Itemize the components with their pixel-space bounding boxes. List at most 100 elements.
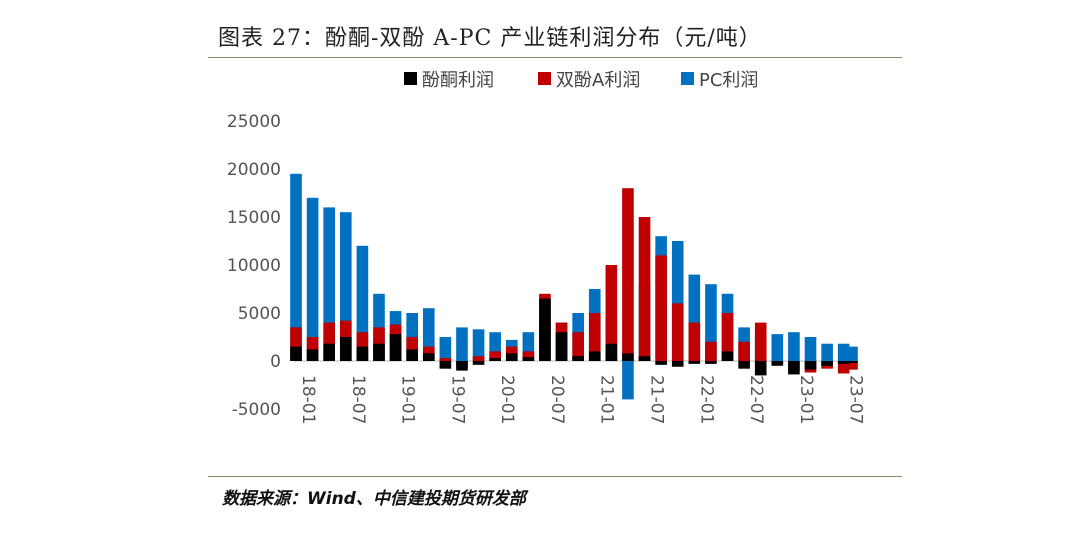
- bar: [572, 332, 584, 361]
- bar: [622, 353, 634, 361]
- x-tick-label: 19-07: [447, 375, 467, 424]
- bar: [821, 361, 833, 366]
- bar: [771, 334, 784, 361]
- source-note: 数据来源：Wind、中信建投期货研发部: [222, 489, 526, 509]
- bar: [638, 356, 651, 361]
- bar: [738, 341, 750, 361]
- y-tick-label: 25000: [227, 112, 281, 132]
- bars: [290, 173, 858, 400]
- bar: [489, 358, 501, 361]
- y-tick-label: 20000: [227, 160, 281, 180]
- bottom-divider: [208, 476, 902, 477]
- bar: [290, 173, 302, 361]
- bar: [522, 332, 535, 361]
- series-phenol-ketone: [290, 298, 858, 376]
- bar: [588, 313, 601, 361]
- bar: [804, 361, 817, 370]
- bar: [339, 212, 352, 361]
- bar: [539, 298, 551, 361]
- legend-swatch: [404, 72, 417, 85]
- bar: [339, 337, 352, 361]
- bar: [456, 327, 468, 361]
- bar: [356, 245, 369, 361]
- chart: 酚酮利润 双酚A利润 PC利润 25000 20000 15000 10000 5000 0 -…: [227, 70, 866, 424]
- bar: [439, 358, 452, 361]
- bar: [837, 361, 850, 374]
- bar: [489, 332, 501, 361]
- top-divider: [208, 57, 902, 58]
- bar: [771, 361, 784, 366]
- series-bpa: [290, 188, 858, 374]
- bar: [306, 349, 319, 361]
- legend-label: 酚酮利润: [422, 70, 494, 91]
- bar: [472, 329, 485, 361]
- bar: [505, 353, 518, 361]
- bar: [655, 255, 667, 361]
- bar: [306, 197, 319, 361]
- bar: [671, 303, 684, 361]
- bar: [721, 351, 734, 361]
- bar: [688, 322, 701, 361]
- bar: [671, 361, 684, 367]
- bar: [373, 343, 385, 361]
- bar: [638, 217, 651, 361]
- x-tick-label: 21-01: [597, 375, 617, 424]
- bar: [738, 361, 750, 369]
- x-tick-label: 19-01: [398, 375, 418, 424]
- bar: [439, 337, 452, 361]
- legend-swatch: [681, 72, 694, 85]
- bar: [605, 343, 618, 361]
- y-tick-label: 0: [270, 352, 281, 372]
- bar: [588, 351, 601, 361]
- bar: [846, 361, 858, 370]
- bar: [754, 361, 767, 376]
- y-tick-label: 15000: [227, 208, 281, 228]
- bar: [356, 346, 369, 361]
- bar: [323, 343, 336, 361]
- bar: [472, 356, 485, 361]
- bar: [788, 361, 800, 375]
- bar: [522, 357, 535, 361]
- bar: [306, 337, 319, 361]
- bar: [422, 308, 435, 361]
- bar: [837, 343, 850, 361]
- legend: 酚酮利润 双酚A利润 PC利润: [404, 70, 758, 91]
- bar: [788, 332, 800, 361]
- bar: [705, 361, 717, 364]
- bar: [439, 361, 452, 369]
- bar: [622, 361, 634, 400]
- bar: [605, 265, 618, 361]
- x-tick-label: 18-01: [298, 375, 318, 424]
- bar: [555, 332, 568, 361]
- bar: [688, 274, 701, 361]
- bar: [323, 207, 336, 361]
- bar: [705, 284, 717, 361]
- x-tick-label: 23-07: [846, 375, 866, 424]
- x-tick-label: 21-07: [647, 375, 667, 424]
- y-tick-label: -5000: [232, 400, 281, 420]
- bar: [406, 337, 418, 361]
- x-tick-label: 18-07: [348, 375, 368, 424]
- y-tick-label: 10000: [227, 256, 281, 276]
- x-tick-label: 20-07: [547, 375, 567, 424]
- bar: [655, 361, 667, 365]
- x-tick-label: 22-07: [746, 375, 766, 424]
- bar: [290, 327, 302, 361]
- bar: [522, 351, 535, 361]
- bar: [837, 361, 850, 364]
- bar: [456, 361, 468, 371]
- bar: [754, 322, 767, 361]
- legend-swatch: [538, 72, 551, 85]
- x-axis: 18-01 18-07 19-01 19-07 20-01 20-07 21-01 21-07…: [298, 375, 866, 424]
- legend-label: PC利润: [699, 70, 758, 91]
- x-tick-label: 22-01: [696, 375, 716, 424]
- legend-label: 双酚A利润: [556, 70, 640, 91]
- bar: [489, 351, 501, 361]
- y-tick-label: 5000: [238, 304, 281, 324]
- bar: [422, 353, 435, 361]
- bar: [671, 241, 684, 361]
- x-tick-label: 23-01: [796, 375, 816, 424]
- bar: [721, 313, 734, 361]
- bar: [406, 349, 418, 361]
- x-tick-label: 20-01: [497, 375, 517, 424]
